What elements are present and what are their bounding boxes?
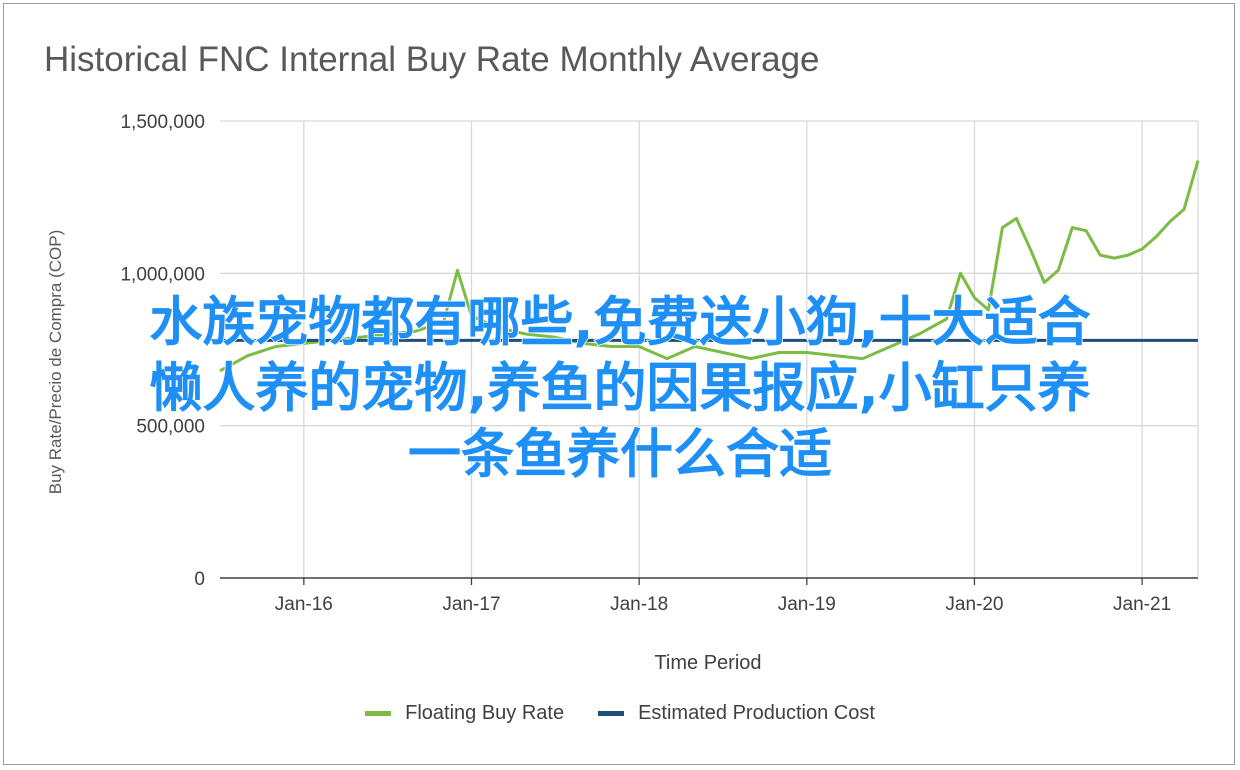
x-tick-label: Jan-17 <box>442 594 500 615</box>
overlay-line-2: 懒人养的宠物,养鱼的因果报应,小缸只养 <box>149 357 1092 420</box>
legend-item-floating-buy-rate[interactable]: Floating Buy Rate <box>365 702 564 725</box>
legend-swatch-icon <box>598 711 625 716</box>
x-tick-label: Jan-21 <box>1113 594 1171 615</box>
axis-ticks: 0 500,000 1,000,000 1,500,000 Jan-16 Jan-17 Ja… <box>120 112 1198 615</box>
grid-lines <box>220 120 1199 578</box>
y-tick-label: 500,000 <box>136 417 205 438</box>
x-tick-label: Jan-19 <box>778 594 836 615</box>
overlay-line-3: 一条鱼养什么合适 <box>407 423 833 486</box>
x-axis-label: Time Period <box>654 652 762 674</box>
x-tick-label: Jan-18 <box>610 594 668 615</box>
legend-label: Estimated Production Cost <box>638 702 875 724</box>
legend-item-estimated-production-cost[interactable]: Estimated Production Cost <box>598 702 875 725</box>
overlay-line-1: 水族宠物都有哪些,免费送小狗,十大适合 <box>149 291 1092 354</box>
legend-swatch-icon <box>365 711 392 716</box>
series-layer <box>219 160 1200 373</box>
overlay-caption: 水族宠物都有哪些,免费送小狗,十大适合 懒人养的宠物,养鱼的因果报应,小缸只养 … <box>0 290 1240 488</box>
series-line-floating-buy-rate <box>219 160 1200 373</box>
y-tick-label: 1,500,000 <box>120 112 205 133</box>
x-tick-label: Jan-16 <box>275 594 333 615</box>
chart-title: Historical FNC Internal Buy Rate Monthly… <box>44 40 820 79</box>
x-tick-label: Jan-20 <box>945 594 1003 615</box>
legend: Floating Buy Rate Estimated Production C… <box>0 702 1240 725</box>
y-tick-label: 0 <box>194 569 205 590</box>
legend-label: Floating Buy Rate <box>405 702 565 724</box>
y-tick-label: 1,000,000 <box>120 264 205 285</box>
chart-frame <box>3 3 1235 765</box>
